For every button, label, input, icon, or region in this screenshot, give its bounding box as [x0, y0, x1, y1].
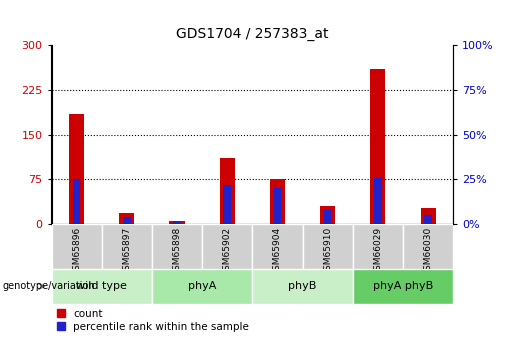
Bar — [353, 224, 403, 269]
Legend: count, percentile rank within the sample: count, percentile rank within the sample — [57, 309, 249, 332]
Text: GSM65902: GSM65902 — [223, 226, 232, 276]
Bar — [374, 178, 382, 224]
Bar — [424, 215, 432, 224]
Bar — [202, 224, 252, 269]
Bar — [270, 179, 285, 224]
Bar — [169, 221, 184, 224]
Text: GSM66030: GSM66030 — [424, 226, 433, 276]
Bar — [421, 207, 436, 224]
Bar — [52, 269, 152, 304]
Bar — [123, 217, 131, 224]
Bar — [152, 224, 202, 269]
Text: genotype/variation: genotype/variation — [3, 282, 95, 291]
Bar — [102, 224, 152, 269]
Bar — [273, 188, 281, 224]
Text: GSM65904: GSM65904 — [273, 226, 282, 276]
Bar — [52, 224, 102, 269]
Bar — [324, 210, 332, 224]
Text: phyB: phyB — [288, 282, 317, 291]
Text: GSM65910: GSM65910 — [323, 226, 332, 276]
Bar — [173, 221, 181, 224]
Bar — [370, 69, 385, 224]
Bar — [224, 185, 231, 224]
Bar — [252, 269, 353, 304]
Bar — [320, 206, 335, 224]
Bar — [73, 179, 80, 224]
Text: GSM65896: GSM65896 — [72, 226, 81, 276]
Title: GDS1704 / 257383_at: GDS1704 / 257383_at — [176, 27, 329, 41]
Text: GSM65897: GSM65897 — [123, 226, 131, 276]
Bar — [220, 158, 235, 224]
Text: wild type: wild type — [76, 282, 127, 291]
Text: phyA phyB: phyA phyB — [373, 282, 433, 291]
Text: GSM65898: GSM65898 — [173, 226, 181, 276]
Bar — [119, 214, 134, 224]
Bar — [152, 269, 252, 304]
Bar — [403, 224, 453, 269]
Text: GSM66029: GSM66029 — [373, 226, 382, 276]
Bar — [303, 224, 353, 269]
Bar — [69, 114, 84, 224]
Text: phyA: phyA — [188, 282, 216, 291]
Bar — [353, 269, 453, 304]
Bar — [252, 224, 303, 269]
